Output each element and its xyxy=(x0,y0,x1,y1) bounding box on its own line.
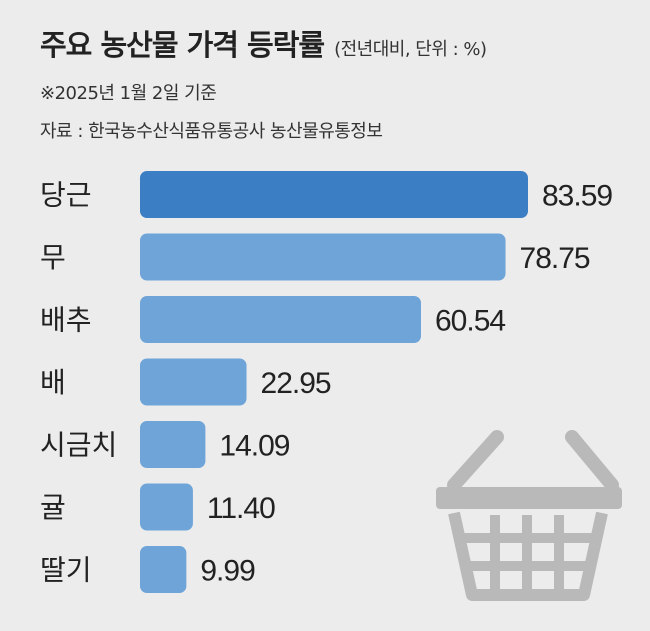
bar xyxy=(140,421,206,468)
value-label: 83.59 xyxy=(542,180,612,213)
source-note: 자료 : 한국농수산식품유통공사 농산물유통정보 xyxy=(40,121,383,142)
bar xyxy=(140,233,506,281)
basket-handle-left xyxy=(447,430,504,492)
bar xyxy=(140,483,193,531)
category-label: 당근 xyxy=(40,179,92,212)
category-label: 배추 xyxy=(40,304,92,337)
unit-note: (전년대비, 단위 : %) xyxy=(334,39,487,60)
category-label: 시금치 xyxy=(40,429,117,462)
value-label: 60.54 xyxy=(435,305,505,338)
value-label: 22.95 xyxy=(261,367,331,400)
value-label: 78.75 xyxy=(520,242,590,275)
chart-title: 주요 농산물 가격 등락률 xyxy=(40,28,325,62)
value-label: 9.99 xyxy=(200,555,255,588)
value-label: 11.40 xyxy=(207,492,275,525)
category-label: 딸기 xyxy=(40,554,92,587)
basket-grid xyxy=(458,515,598,593)
chart-header: 주요 농산물 가격 등락률 (전년대비, 단위 : %) xyxy=(40,22,487,64)
basket-rim xyxy=(436,487,622,509)
category-label: 무 xyxy=(40,241,66,274)
category-label: 귤 xyxy=(40,491,66,524)
date-note: ※2025년 1월 2일 기준 xyxy=(40,83,217,104)
bar xyxy=(140,171,528,218)
shopping-basket-icon xyxy=(436,430,622,601)
bar xyxy=(140,546,187,593)
basket-handle-right xyxy=(565,430,619,492)
bar xyxy=(140,296,422,343)
value-label: 14.09 xyxy=(219,430,289,463)
category-label: 배 xyxy=(40,366,66,399)
basket-body xyxy=(448,511,608,601)
bar xyxy=(140,358,247,406)
